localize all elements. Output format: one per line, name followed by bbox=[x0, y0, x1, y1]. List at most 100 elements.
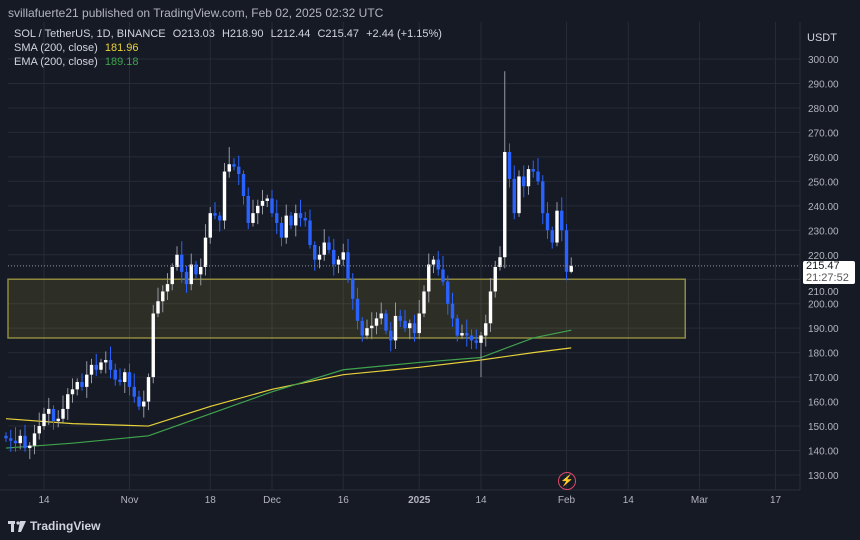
lightning-icon[interactable]: ⚡ bbox=[558, 472, 576, 490]
candle-body bbox=[446, 281, 450, 304]
candle-body bbox=[199, 266, 203, 275]
candle-body bbox=[256, 205, 260, 214]
y-tick-label: 240.00 bbox=[808, 202, 839, 213]
x-tick-label: 14 bbox=[475, 495, 487, 506]
y-tick-label: 170.00 bbox=[808, 373, 839, 384]
candle-body bbox=[498, 257, 502, 267]
y-tick-label: 260.00 bbox=[808, 153, 839, 164]
candle-body bbox=[408, 323, 412, 329]
sma-legend[interactable]: SMA (200, close) 181.96 bbox=[14, 42, 142, 54]
candle-body bbox=[189, 264, 193, 285]
candle-body bbox=[389, 330, 393, 341]
candle-body bbox=[374, 318, 379, 326]
x-tick-label: Nov bbox=[121, 495, 139, 506]
candle-body bbox=[241, 174, 246, 197]
ohlc-open: O213.03 bbox=[172, 28, 215, 40]
sma-label: SMA (200, close) bbox=[14, 42, 98, 54]
tradingview-logo[interactable]: TradingView bbox=[8, 519, 100, 533]
candle-body bbox=[85, 374, 89, 387]
ema-value: 189.18 bbox=[104, 56, 139, 68]
y-tick-label: 250.00 bbox=[808, 177, 839, 188]
y-tick-label: 220.00 bbox=[808, 251, 839, 262]
candle-body bbox=[279, 222, 284, 238]
candle-body bbox=[398, 315, 402, 321]
last-price-label: 215.47 21:27:52 bbox=[803, 260, 855, 284]
candle-body bbox=[417, 313, 421, 334]
candle-body bbox=[393, 315, 398, 341]
tradingview-icon bbox=[8, 520, 26, 532]
candle-body bbox=[13, 440, 18, 444]
x-tick-label: Feb bbox=[558, 495, 576, 506]
candle-body bbox=[175, 254, 179, 267]
candle-body bbox=[18, 435, 22, 444]
y-tick-label: 210.00 bbox=[808, 287, 839, 298]
candle-body bbox=[526, 169, 531, 187]
candle-body bbox=[360, 320, 364, 336]
candle-body bbox=[218, 215, 222, 221]
candle-body bbox=[455, 318, 459, 336]
candle-body bbox=[132, 386, 136, 397]
candle-body bbox=[4, 435, 8, 439]
price-chart[interactable]: 130.00 140.00 150.00 160.00 170.00 180.00 190.… bbox=[0, 0, 860, 512]
candle-body bbox=[555, 210, 559, 243]
candle-body bbox=[322, 242, 326, 255]
candle-body bbox=[493, 266, 497, 292]
candle-body bbox=[37, 426, 41, 434]
candle-body bbox=[61, 408, 65, 419]
candle-body bbox=[270, 198, 274, 214]
ohlc-high: H218.90 bbox=[221, 28, 264, 40]
candle-body bbox=[303, 218, 307, 221]
x-tick-label: Dec bbox=[263, 495, 281, 506]
candle-body bbox=[431, 259, 436, 265]
candle-body bbox=[75, 382, 79, 390]
candle-body bbox=[213, 213, 217, 216]
candle-body bbox=[170, 266, 174, 285]
ohlc-close: C215.47 bbox=[317, 28, 360, 40]
candle-body bbox=[260, 200, 265, 206]
candle-body bbox=[569, 265, 573, 272]
candle-body bbox=[484, 323, 488, 336]
ema-legend[interactable]: EMA (200, close) 189.18 bbox=[14, 56, 142, 68]
candle-body bbox=[512, 178, 516, 214]
candle-body bbox=[113, 369, 117, 380]
y-tick-label: 290.00 bbox=[808, 79, 839, 90]
candle-body bbox=[51, 408, 56, 422]
candle-body bbox=[564, 230, 569, 272]
candle-body bbox=[422, 291, 426, 314]
candle-body bbox=[89, 364, 94, 375]
candle-body bbox=[23, 435, 27, 449]
candle-body bbox=[94, 364, 98, 370]
candle-body bbox=[522, 176, 526, 187]
candle-body bbox=[251, 213, 255, 223]
candle-body bbox=[327, 242, 331, 250]
candle-body bbox=[436, 259, 440, 270]
candle-body bbox=[536, 171, 540, 182]
sma-200-line bbox=[5, 347, 572, 427]
candle-body bbox=[203, 237, 208, 267]
candle-body bbox=[289, 215, 293, 226]
candle-body bbox=[161, 291, 165, 302]
candle-body bbox=[151, 313, 155, 378]
x-tick-label: Mar bbox=[691, 495, 709, 506]
candle-body bbox=[317, 254, 322, 260]
candle-body bbox=[355, 298, 360, 321]
candle-body bbox=[469, 335, 474, 341]
candle-body bbox=[550, 230, 554, 243]
candle-body bbox=[137, 396, 141, 407]
candle-body bbox=[488, 291, 493, 324]
candle-body bbox=[246, 196, 250, 223]
currency-button[interactable]: USDT bbox=[807, 32, 837, 44]
x-tick-label: 2025 bbox=[408, 495, 431, 506]
candle-body bbox=[474, 340, 478, 343]
candle-body bbox=[32, 433, 37, 446]
candle-body bbox=[108, 359, 113, 370]
candle-body bbox=[265, 198, 269, 201]
publish-info: svillafuerte21 published on TradingView.… bbox=[8, 6, 384, 20]
candle-body bbox=[560, 210, 564, 231]
x-tick-label: 18 bbox=[205, 495, 217, 506]
candle-body bbox=[365, 328, 369, 336]
candle-body bbox=[194, 264, 198, 275]
symbol-name[interactable]: SOL / TetherUS, 1D, BINANCE bbox=[14, 28, 166, 40]
candle-body bbox=[180, 254, 184, 272]
candle-body bbox=[336, 259, 341, 265]
